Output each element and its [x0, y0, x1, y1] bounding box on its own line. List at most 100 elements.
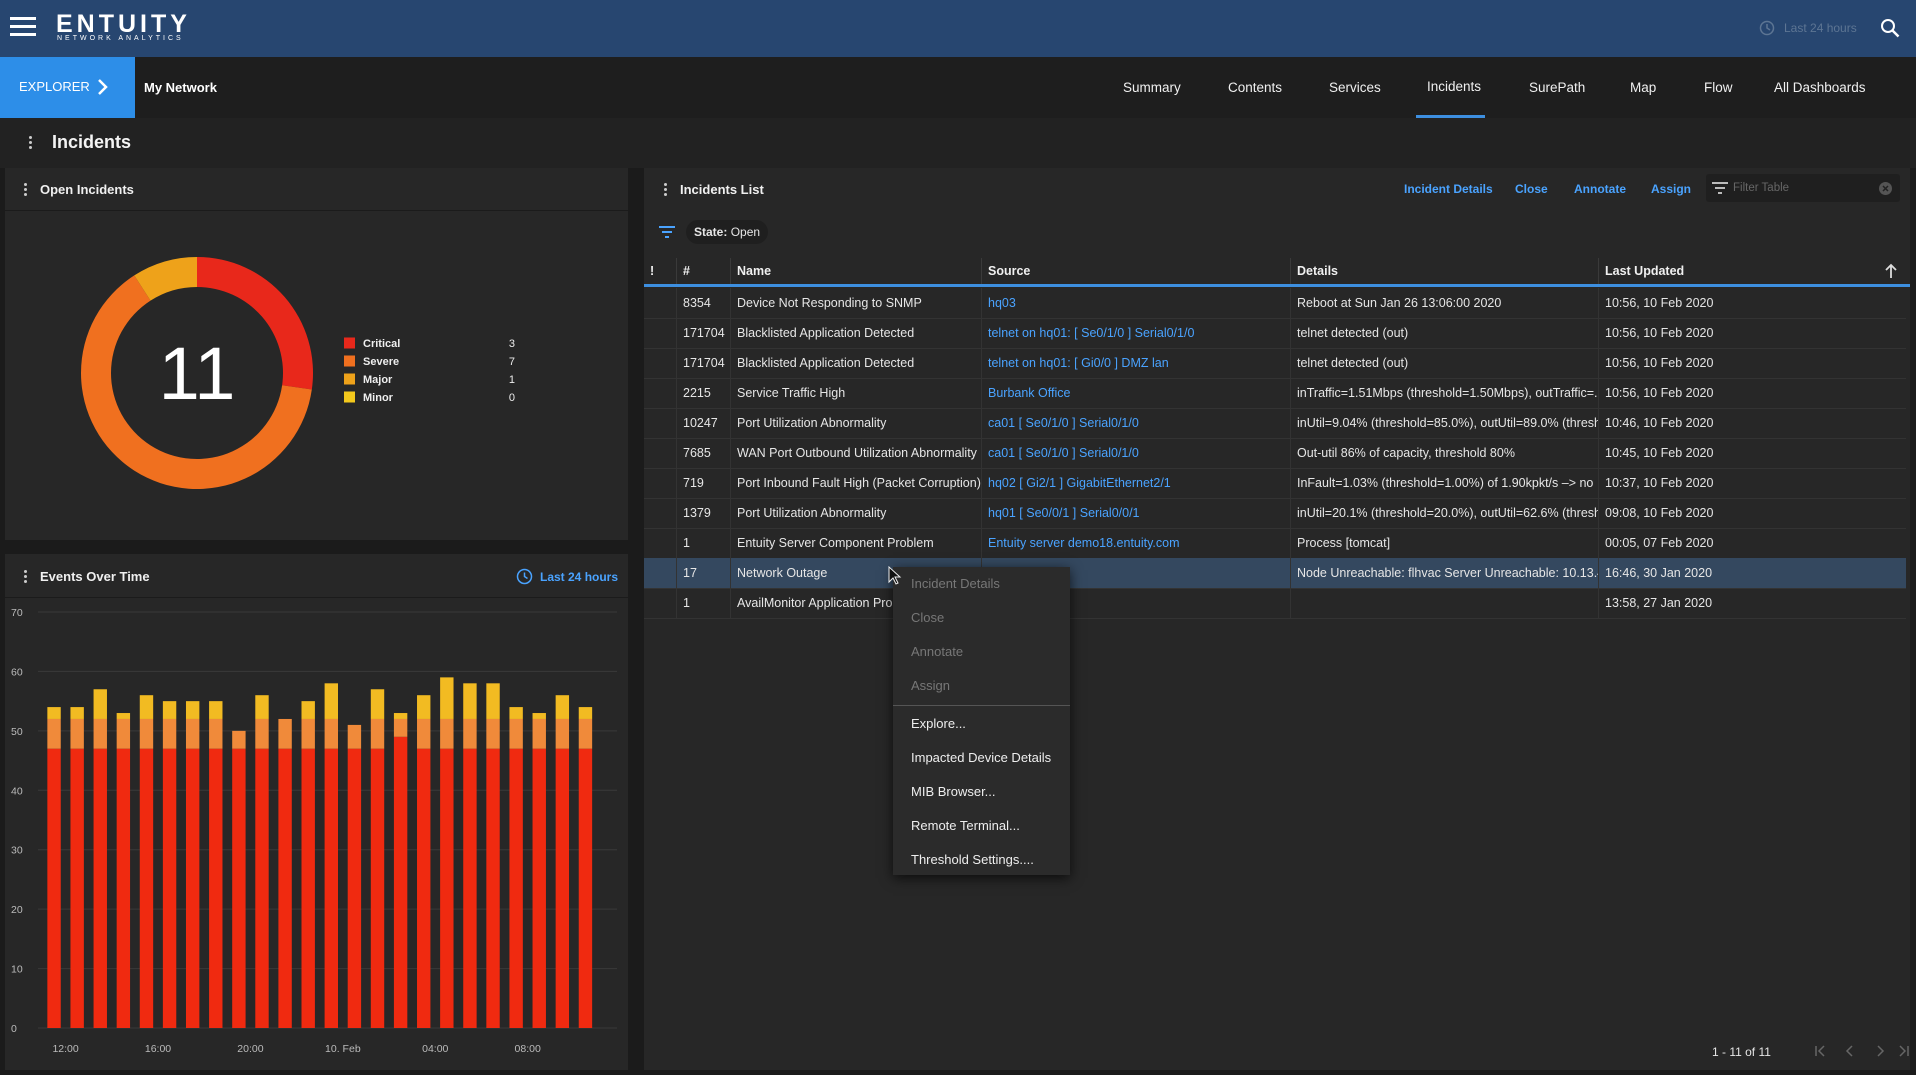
- legend-swatch: [344, 391, 355, 403]
- bar-segment: [347, 724, 362, 749]
- bar-segment: [578, 707, 593, 719]
- bar-segment: [370, 689, 385, 719]
- explorer-button[interactable]: EXPLORER: [0, 57, 135, 118]
- action-button[interactable]: Close: [1515, 182, 1548, 196]
- nav-tab[interactable]: Map: [1619, 57, 1660, 118]
- bar-segment: [555, 718, 570, 749]
- kebab-icon[interactable]: [24, 570, 27, 585]
- tab-label: Incidents: [1427, 78, 1482, 94]
- breadcrumb[interactable]: My Network: [144, 80, 217, 95]
- legend-label: Major: [363, 374, 393, 386]
- pager-buttons[interactable]: [1814, 1044, 1910, 1058]
- chevron-icon: [98, 79, 108, 95]
- nav-tab[interactable]: Summary: [1112, 57, 1185, 118]
- nav-tab[interactable]: SurePath: [1518, 57, 1589, 118]
- bar-segment: [509, 707, 523, 719]
- kebab-icon[interactable]: [24, 183, 27, 198]
- table-row[interactable]: 1 Entuity Server Component Problem Entuity…: [644, 528, 1906, 559]
- table-cell: 17: [676, 558, 730, 588]
- bar-segment: [255, 718, 269, 749]
- column-header[interactable]: !: [650, 264, 655, 278]
- filter-chip[interactable]: State: Open: [686, 220, 769, 244]
- table-cell: Blacklisted Application Detected: [730, 348, 981, 378]
- bar-segment: [370, 748, 385, 1028]
- table-row[interactable]: 171704 Blacklisted Application Detected te…: [644, 318, 1906, 349]
- bar-segment: [185, 701, 200, 719]
- filter-input[interactable]: Filter Table: [1706, 174, 1900, 202]
- context-menu: Incident Details Close Annotate Assign Explo…: [893, 567, 1070, 875]
- menu-item[interactable]: Impacted Device Details: [911, 750, 1052, 765]
- search-icon[interactable]: [1880, 18, 1900, 38]
- menu-item[interactable]: Threshold Settings....: [911, 852, 1034, 867]
- column-header[interactable]: #: [676, 258, 730, 284]
- bar-segment: [463, 748, 477, 1028]
- bar-segment: [47, 718, 61, 749]
- bar-segment: [324, 748, 339, 1028]
- nav-bar: [0, 57, 1916, 118]
- bar-segment: [278, 748, 292, 1028]
- nav-tab[interactable]: Flow: [1693, 57, 1737, 118]
- kebab-icon[interactable]: [664, 183, 667, 198]
- explorer-label: EXPLORER: [19, 79, 90, 94]
- kebab-icon[interactable]: [29, 136, 32, 151]
- menu-divider: [893, 705, 1070, 706]
- filter-icon[interactable]: [659, 226, 675, 238]
- column-header[interactable]: Details: [1290, 258, 1598, 284]
- time-range[interactable]: Last 24 hours: [1784, 21, 1857, 35]
- y-tick-label: 10: [11, 964, 23, 976]
- bar-segment: [209, 748, 223, 1028]
- sort-icon[interactable]: [1884, 263, 1898, 279]
- bar-segment: [324, 683, 339, 719]
- table-cell: Node Unreachable: flhvac Server Unreacha…: [1290, 558, 1598, 588]
- bar-segment: [47, 707, 61, 719]
- nav-tab[interactable]: All Dashboards: [1763, 57, 1887, 118]
- legend-value: 7: [509, 356, 515, 368]
- action-button[interactable]: Incident Details: [1404, 182, 1493, 196]
- table-row[interactable]: 171704 Blacklisted Application Detected te…: [644, 348, 1906, 379]
- bar-segment: [532, 748, 546, 1028]
- menu-item[interactable]: Explore...: [911, 716, 966, 731]
- nav-tab[interactable]: Incidents: [1416, 57, 1486, 118]
- bar-segment: [255, 748, 269, 1028]
- nav-tab[interactable]: Contents: [1217, 57, 1286, 118]
- bar-segment: [209, 701, 223, 719]
- donut-slice: [134, 257, 197, 301]
- bar-segment: [255, 695, 269, 719]
- nav-tab[interactable]: Services: [1318, 57, 1385, 118]
- table-row[interactable]: 1 AvailMonitor Application Prob 13:58, 27 …: [644, 588, 1906, 619]
- time-range[interactable]: Last 24 hours: [540, 570, 619, 584]
- column-header[interactable]: Name: [730, 258, 981, 284]
- table-row[interactable]: 7685 WAN Port Outbound Utilization Abnorm…: [644, 438, 1906, 469]
- tab-label: SurePath: [1529, 80, 1586, 95]
- column-header[interactable]: Source: [981, 258, 1290, 284]
- table-row[interactable]: 17 Network Outage Node Unreachable: flhvac…: [644, 558, 1906, 589]
- table-cell: hq01 [ Se0/0/1 ] Serial0/0/1: [981, 498, 1290, 528]
- table-cell: Process [tomcat]: [1290, 528, 1598, 558]
- table-row[interactable]: 1379 Port Utilization Abnormality hq01 [ S…: [644, 498, 1906, 529]
- bar-segment: [209, 718, 223, 749]
- action-button[interactable]: Assign: [1651, 182, 1692, 196]
- bar-segment: [47, 748, 61, 1028]
- action-button[interactable]: Annotate: [1574, 182, 1626, 196]
- table-row[interactable]: 10247 Port Utilization Abnormality ca01 [ …: [644, 408, 1906, 439]
- bar-segment: [393, 718, 408, 737]
- table-row[interactable]: 2215 Service Traffic High Burbank Office in…: [644, 378, 1906, 409]
- tab-label: Summary: [1123, 80, 1181, 95]
- bar-segment: [116, 718, 131, 749]
- table-cell: 16:46, 30 Jan 2020: [1598, 558, 1906, 588]
- menu-item[interactable]: Remote Terminal...: [911, 818, 1020, 833]
- events-panel: Events Over Time Last 24 hours: [5, 554, 628, 1070]
- menu-button[interactable]: [10, 16, 36, 38]
- bar-segment: [417, 748, 431, 1028]
- column-header[interactable]: Last Updated: [1598, 258, 1906, 284]
- pagination: 1 - 11 of 11: [1712, 1045, 1771, 1059]
- menu-item[interactable]: MIB Browser...: [911, 784, 996, 799]
- clock-icon: [516, 568, 533, 585]
- clear-icon[interactable]: [1878, 181, 1893, 196]
- tab-label: Map: [1630, 80, 1657, 95]
- table-cell: Service Traffic High: [730, 378, 981, 408]
- table-cell: Blacklisted Application Detected: [730, 318, 981, 348]
- table-row[interactable]: 719 Port Inbound Fault High (Packet Corru…: [644, 468, 1906, 499]
- donut-slice: [197, 257, 313, 390]
- table-row[interactable]: 8354 Device Not Responding to SNMP hq03 Reb…: [644, 288, 1906, 319]
